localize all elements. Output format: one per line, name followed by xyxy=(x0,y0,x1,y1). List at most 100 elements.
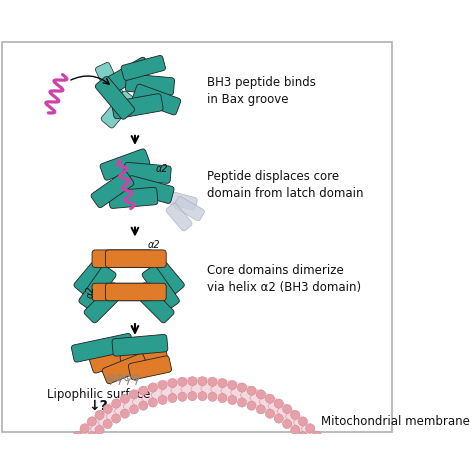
Circle shape xyxy=(298,417,308,426)
FancyBboxPatch shape xyxy=(74,251,114,295)
Circle shape xyxy=(237,383,246,392)
Circle shape xyxy=(312,446,322,456)
Circle shape xyxy=(319,454,328,463)
Text: α2: α2 xyxy=(156,164,168,173)
FancyBboxPatch shape xyxy=(142,266,179,310)
Circle shape xyxy=(148,398,157,407)
Text: α2: α2 xyxy=(86,285,96,298)
Circle shape xyxy=(256,390,265,399)
Circle shape xyxy=(325,462,334,471)
Circle shape xyxy=(111,414,121,423)
Circle shape xyxy=(208,392,217,401)
FancyBboxPatch shape xyxy=(89,343,141,373)
Text: α2: α2 xyxy=(147,240,160,250)
FancyBboxPatch shape xyxy=(126,74,174,95)
Circle shape xyxy=(265,409,274,418)
Circle shape xyxy=(178,377,187,386)
Circle shape xyxy=(73,431,82,440)
FancyBboxPatch shape xyxy=(92,250,153,267)
Circle shape xyxy=(228,395,237,405)
Circle shape xyxy=(325,447,334,456)
Circle shape xyxy=(111,399,121,408)
FancyBboxPatch shape xyxy=(112,94,163,118)
Circle shape xyxy=(274,399,283,408)
Circle shape xyxy=(95,410,104,419)
Circle shape xyxy=(67,454,76,463)
Circle shape xyxy=(247,386,256,395)
Circle shape xyxy=(256,405,265,414)
Circle shape xyxy=(67,439,76,448)
Circle shape xyxy=(139,401,148,410)
Circle shape xyxy=(103,419,112,428)
Circle shape xyxy=(168,379,177,388)
Circle shape xyxy=(56,471,65,474)
FancyBboxPatch shape xyxy=(124,163,171,183)
FancyBboxPatch shape xyxy=(112,335,168,356)
FancyBboxPatch shape xyxy=(72,334,134,362)
Circle shape xyxy=(87,432,97,441)
FancyBboxPatch shape xyxy=(105,283,166,301)
Circle shape xyxy=(319,439,328,448)
FancyBboxPatch shape xyxy=(134,283,174,323)
Circle shape xyxy=(306,439,315,448)
FancyBboxPatch shape xyxy=(95,76,135,119)
Circle shape xyxy=(120,409,129,418)
Circle shape xyxy=(218,393,227,403)
Circle shape xyxy=(291,410,300,419)
Circle shape xyxy=(56,456,65,465)
Text: Peptide displaces core
domain from latch domain: Peptide displaces core domain from latch… xyxy=(207,170,363,201)
Circle shape xyxy=(129,405,138,414)
Circle shape xyxy=(198,392,207,401)
Circle shape xyxy=(291,425,300,435)
Circle shape xyxy=(168,393,177,403)
Circle shape xyxy=(330,456,339,465)
Circle shape xyxy=(95,425,104,435)
FancyBboxPatch shape xyxy=(173,196,205,221)
Circle shape xyxy=(103,404,112,414)
Circle shape xyxy=(73,446,82,456)
Circle shape xyxy=(330,471,339,474)
Circle shape xyxy=(306,424,315,433)
Text: Core domains dimerize
via helix α2 (BH3 domain): Core domains dimerize via helix α2 (BH3 … xyxy=(207,264,361,294)
FancyBboxPatch shape xyxy=(121,55,165,81)
FancyBboxPatch shape xyxy=(95,63,125,103)
FancyBboxPatch shape xyxy=(92,283,153,301)
Circle shape xyxy=(312,431,322,440)
FancyBboxPatch shape xyxy=(101,57,152,95)
Circle shape xyxy=(129,390,138,399)
Text: ↓?: ↓? xyxy=(89,400,108,413)
FancyBboxPatch shape xyxy=(109,187,158,209)
FancyBboxPatch shape xyxy=(100,149,150,180)
FancyBboxPatch shape xyxy=(91,172,134,208)
Circle shape xyxy=(198,377,207,386)
Circle shape xyxy=(283,419,292,428)
Circle shape xyxy=(178,392,187,401)
FancyBboxPatch shape xyxy=(120,347,168,372)
Circle shape xyxy=(158,381,167,390)
FancyBboxPatch shape xyxy=(144,251,184,295)
Circle shape xyxy=(61,447,70,456)
Text: Lipophilic surface: Lipophilic surface xyxy=(46,388,150,401)
Circle shape xyxy=(158,395,167,405)
FancyBboxPatch shape xyxy=(105,250,166,267)
FancyBboxPatch shape xyxy=(164,191,197,210)
Circle shape xyxy=(274,414,283,423)
Circle shape xyxy=(148,383,157,392)
FancyBboxPatch shape xyxy=(133,84,181,115)
Circle shape xyxy=(80,424,89,433)
FancyBboxPatch shape xyxy=(84,283,124,323)
FancyBboxPatch shape xyxy=(101,91,136,128)
Circle shape xyxy=(120,394,129,403)
Circle shape xyxy=(265,394,274,403)
FancyBboxPatch shape xyxy=(102,354,147,384)
Text: Mitochondrial membrane: Mitochondrial membrane xyxy=(321,415,470,428)
Circle shape xyxy=(237,398,246,407)
Circle shape xyxy=(188,377,197,386)
Circle shape xyxy=(298,432,308,441)
FancyBboxPatch shape xyxy=(166,203,192,231)
Circle shape xyxy=(80,439,89,448)
Text: BH3 peptide binds
in Bax groove: BH3 peptide binds in Bax groove xyxy=(207,76,316,106)
Circle shape xyxy=(188,392,197,401)
Circle shape xyxy=(87,417,97,426)
Circle shape xyxy=(218,379,227,388)
